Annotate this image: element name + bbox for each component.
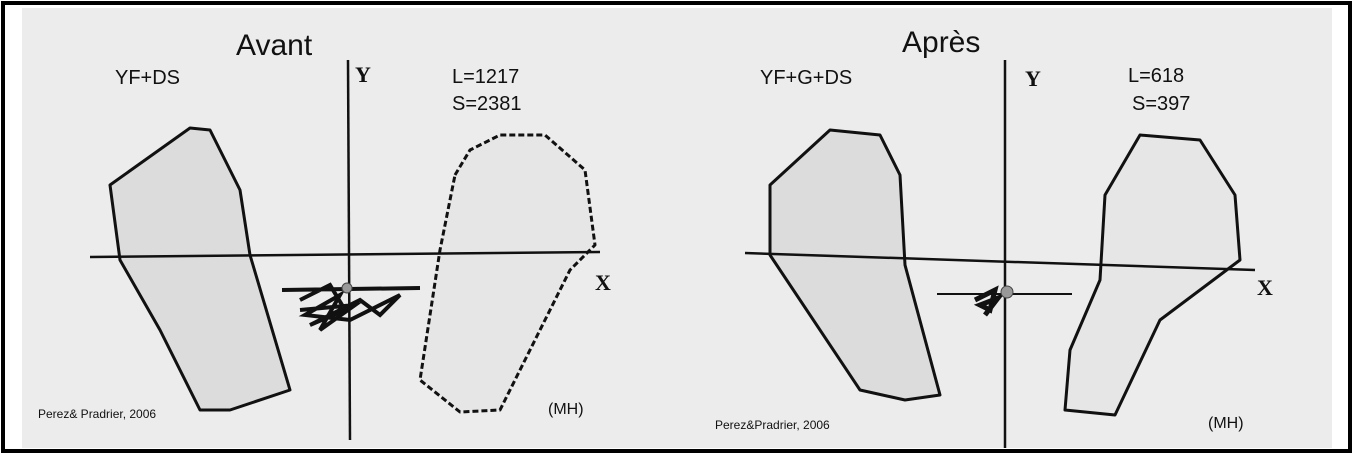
length: L=1217 — [452, 66, 519, 88]
surface: S=2381 — [452, 93, 522, 115]
center-point — [1001, 286, 1013, 298]
panel-title: Après — [902, 26, 980, 59]
credit: Perez& Pradrier, 2006 — [38, 407, 156, 421]
condition: YF+G+DS — [760, 67, 852, 89]
mark: (MH) — [548, 401, 584, 418]
panel-title: Avant — [236, 29, 313, 62]
center-point — [342, 283, 352, 293]
length: L=618 — [1128, 65, 1184, 87]
x-axis-label: X — [1257, 275, 1273, 300]
y-axis-label: Y — [1025, 66, 1041, 91]
credit: Perez&Pradrier, 2006 — [715, 418, 830, 432]
surface: S=397 — [1132, 93, 1190, 115]
figure: Avant YF+DS Y X L=1217 S=2381 Perez& Pra… — [0, 0, 1353, 454]
condition: YF+DS — [115, 67, 180, 89]
mark: (MH) — [1208, 415, 1244, 432]
y-axis-label: Y — [355, 62, 371, 87]
x-axis-label: X — [595, 270, 611, 295]
